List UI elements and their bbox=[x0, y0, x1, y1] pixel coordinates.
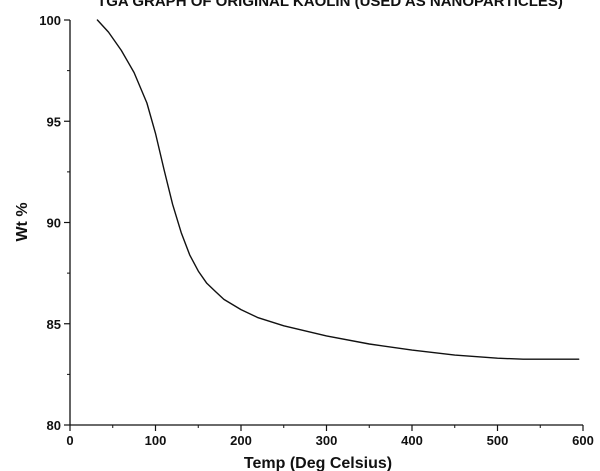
series-line-wt-percent bbox=[96, 19, 580, 360]
plot-area: 0 100 200 300 400 500 600 80 85 90 95 100 bbox=[39, 13, 594, 448]
chart-title: TGA GRAPH OF ORIGINAL KAOLIN (USED AS NA… bbox=[97, 0, 563, 10]
y-axis-title: Wt % bbox=[14, 202, 31, 241]
x-tick-label: 600 bbox=[572, 433, 594, 448]
y-tick-label: 95 bbox=[47, 114, 61, 129]
x-axis-title: Temp (Deg Celsius) bbox=[244, 455, 392, 471]
y-tick-label: 90 bbox=[47, 216, 61, 231]
x-tick-label: 100 bbox=[145, 433, 167, 448]
x-tick-label: 400 bbox=[401, 433, 423, 448]
x-tick-label: 0 bbox=[66, 433, 73, 448]
x-tick-label: 200 bbox=[230, 433, 252, 448]
y-tick-label: 80 bbox=[47, 418, 61, 433]
x-tick-label: 300 bbox=[316, 433, 338, 448]
y-tick-label: 85 bbox=[47, 317, 61, 332]
y-tick-label: 100 bbox=[39, 13, 61, 28]
x-tick-label: 500 bbox=[487, 433, 509, 448]
